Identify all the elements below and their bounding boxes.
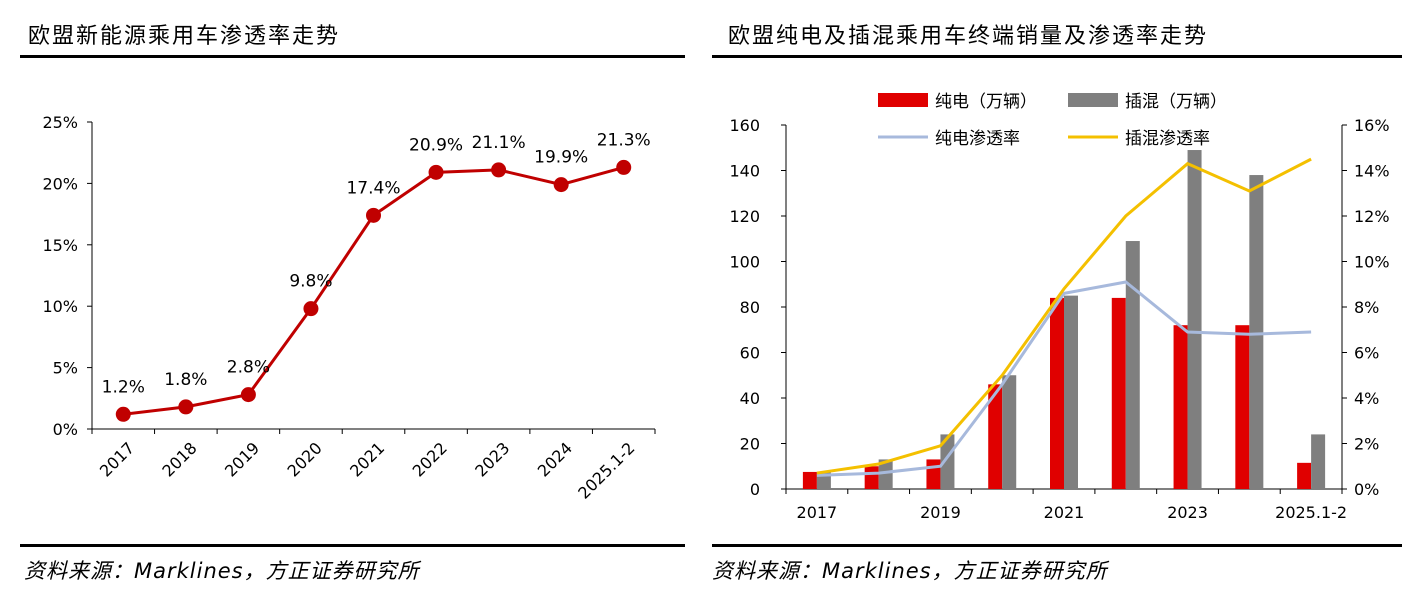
bev-penetration-line bbox=[816, 280, 1312, 477]
right-left-y-tick-label: 160 bbox=[729, 116, 760, 135]
left-y-tick-label: 20% bbox=[42, 174, 78, 193]
left-y-tick-label: 10% bbox=[42, 297, 78, 316]
bev-sales-bar bbox=[1173, 325, 1188, 489]
bev-sales-bar bbox=[864, 466, 879, 489]
right-x-tick-label: 2017 bbox=[797, 503, 838, 522]
right-left-y-tick-label: 80 bbox=[740, 298, 760, 317]
bev-sales-bar bbox=[1297, 462, 1312, 489]
left-x-tick-label: 2021 bbox=[346, 438, 388, 480]
left-top-rule bbox=[20, 55, 685, 58]
left-x-tick-label: 2017 bbox=[96, 438, 138, 480]
phev-sales-bar bbox=[878, 459, 893, 489]
right-x-tick-label: 2023 bbox=[1167, 503, 1208, 522]
legend-bev-penetration-label: 纯电渗透率 bbox=[935, 129, 1020, 149]
phev-sales-bar bbox=[1002, 375, 1017, 489]
right-sales-combo-chart: 0 20 40 60 80 100 120 140 160 0% 2% 4% 6% 8% 10% 12% 14%… bbox=[729, 92, 1390, 522]
phev-sales-bar bbox=[1064, 295, 1078, 489]
left-x-tick-label: 2023 bbox=[471, 438, 513, 480]
left-y-tick-label: 15% bbox=[42, 236, 78, 255]
right-right-y-tick-label: 12% bbox=[1354, 207, 1390, 226]
left-data-point bbox=[616, 159, 632, 175]
left-penetration-line-chart: 0% 5% 10% 15% 20% 25% 2017 2018 2019 2020 2021 2022… bbox=[42, 113, 656, 503]
left-y-tick-label: 0% bbox=[53, 420, 78, 439]
right-left-y-tick-label: 60 bbox=[740, 344, 760, 363]
left-data-point bbox=[240, 387, 256, 403]
phev-penetration-line bbox=[816, 157, 1312, 475]
right-left-y-tick-label: 20 bbox=[740, 435, 760, 454]
left-data-point bbox=[366, 207, 381, 223]
right-x-tick-label: 2025.1-2 bbox=[1275, 503, 1347, 522]
bev-sales-bar bbox=[926, 459, 941, 489]
legend-phev-penetration-label: 插混渗透率 bbox=[1125, 129, 1210, 149]
phev-sales-bar bbox=[1187, 150, 1202, 489]
left-x-tick-label: 2024 bbox=[534, 438, 576, 480]
left-data-label: 1.8% bbox=[164, 370, 207, 390]
left-data-label: 9.8% bbox=[289, 272, 332, 292]
phev-sales-bar bbox=[1125, 241, 1140, 489]
left-source-note: 资料来源：Marklines，方正证券研究所 bbox=[24, 559, 420, 583]
right-chart-title: 欧盟纯电及插混乘用车终端销量及渗透率走势 bbox=[728, 24, 1209, 49]
right-bottom-rule bbox=[712, 544, 1402, 547]
right-left-y-tick-label: 100 bbox=[729, 253, 760, 272]
right-right-y-tick-label: 0% bbox=[1354, 480, 1379, 499]
bev-sales-bar bbox=[988, 384, 1003, 489]
phev-sales-bar bbox=[940, 434, 955, 489]
right-x-tick-label: 2019 bbox=[920, 503, 961, 522]
left-y-tick-label: 5% bbox=[53, 359, 78, 378]
left-chart-title: 欧盟新能源乘用车渗透率走势 bbox=[28, 24, 341, 49]
bev-sales-bar bbox=[802, 471, 817, 489]
left-data-label: 19.9% bbox=[534, 148, 588, 168]
left-data-label: 2.8% bbox=[227, 358, 270, 378]
right-right-y-tick-label: 16% bbox=[1354, 116, 1390, 135]
right-left-y-tick-label: 140 bbox=[729, 162, 760, 181]
phev-sales-bar bbox=[1311, 434, 1326, 489]
left-chart-panel: 欧盟新能源乘用车渗透率走势 0% 5% 10% 15% 20% 25% 2017 2018 20… bbox=[0, 0, 685, 594]
bev-sales-bar bbox=[1050, 297, 1064, 489]
bev-sales-bar bbox=[1235, 325, 1250, 489]
left-x-tick-label: 2020 bbox=[284, 438, 326, 480]
right-right-y-tick-label: 8% bbox=[1354, 298, 1379, 317]
right-right-y-tick-label: 4% bbox=[1354, 389, 1379, 408]
left-data-label: 21.1% bbox=[472, 133, 526, 153]
left-data-point bbox=[553, 177, 569, 193]
right-right-y-tick-label: 10% bbox=[1354, 253, 1390, 272]
right-left-y-tick-label: 40 bbox=[740, 389, 760, 408]
left-bottom-rule bbox=[20, 544, 685, 547]
bev-sales-bar bbox=[1111, 297, 1126, 489]
phev-sales-bar bbox=[1249, 175, 1264, 490]
right-left-y-tick-label: 120 bbox=[729, 207, 760, 226]
legend-bev-sales-swatch bbox=[878, 93, 928, 107]
right-chart-panel: 欧盟纯电及插混乘用车终端销量及渗透率走势 0 20 40 60 80 100 120 140 1… bbox=[712, 0, 1402, 594]
legend-phev-sales-label: 插混（万辆） bbox=[1125, 92, 1227, 112]
right-right-y-tick-label: 2% bbox=[1354, 435, 1379, 454]
right-right-y-tick-label: 6% bbox=[1354, 344, 1379, 363]
left-data-point bbox=[428, 164, 444, 180]
legend-phev-sales-swatch bbox=[1068, 93, 1118, 107]
right-left-y-tick-label: 0 bbox=[750, 480, 760, 499]
left-data-label: 20.9% bbox=[409, 135, 463, 155]
left-data-label: 21.3% bbox=[597, 130, 651, 150]
right-top-rule bbox=[712, 55, 1402, 58]
left-data-label: 1.2% bbox=[102, 377, 145, 397]
left-x-tick-label: 2019 bbox=[221, 438, 263, 480]
right-x-tick-label: 2021 bbox=[1044, 503, 1085, 522]
left-x-tick-label: 2022 bbox=[409, 438, 451, 480]
legend-bev-sales-label: 纯电（万辆） bbox=[935, 92, 1037, 112]
right-right-y-tick-label: 14% bbox=[1354, 162, 1390, 181]
left-data-point bbox=[491, 162, 507, 178]
left-data-point bbox=[303, 301, 319, 317]
left-data-label: 17.4% bbox=[346, 178, 400, 198]
left-data-point bbox=[178, 399, 194, 415]
left-x-tick-label: 2018 bbox=[158, 438, 200, 480]
right-source-note: 资料来源：Marklines，方正证券研究所 bbox=[712, 559, 1108, 583]
left-y-tick-label: 25% bbox=[42, 113, 78, 132]
left-x-tick-label: 2025.1-2 bbox=[574, 438, 638, 502]
left-data-point bbox=[115, 406, 131, 422]
